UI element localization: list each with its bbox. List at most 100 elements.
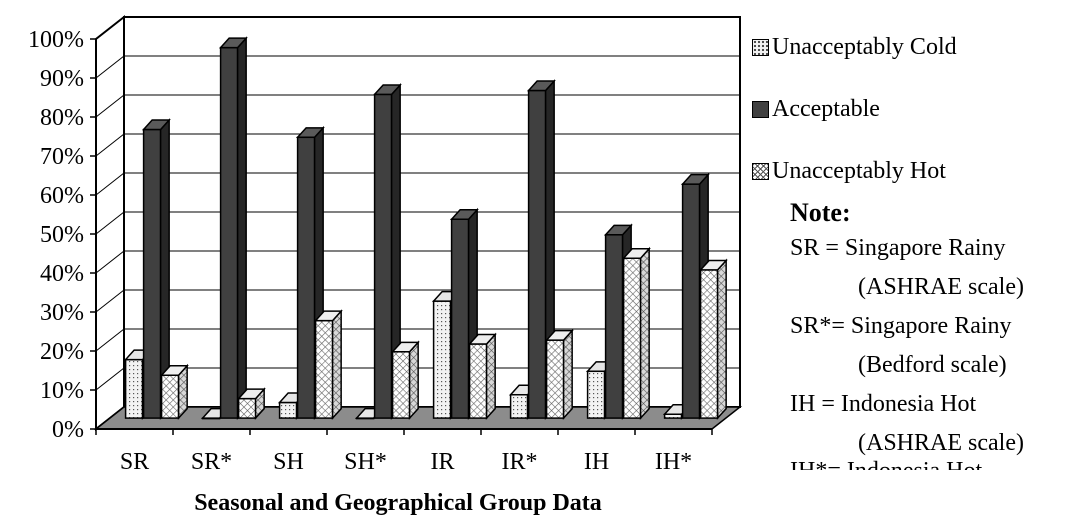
bar-acceptable-front bbox=[527, 89, 547, 419]
bar-acceptable-top bbox=[372, 84, 402, 96]
bar-acceptable-front bbox=[373, 93, 393, 419]
x-tick-label: IH* bbox=[655, 449, 692, 475]
legend-label-cold: Unacceptably Cold bbox=[772, 33, 957, 60]
bar-hot-top bbox=[698, 259, 728, 271]
y-tick-label: 0% bbox=[52, 417, 84, 443]
bar-acceptable bbox=[218, 36, 248, 421]
x-axis: SR SR* SH SH* IR IR* IH IH* bbox=[95, 428, 713, 475]
bar-acceptable-top bbox=[526, 80, 556, 92]
bar-hot-front bbox=[391, 351, 411, 419]
bar-acceptable-front bbox=[681, 183, 701, 419]
y-tick-label: 80% bbox=[40, 105, 84, 131]
note-line: IH = Indonesia Hot bbox=[790, 391, 977, 417]
legend-swatch-acceptable bbox=[752, 100, 769, 118]
note-line: (ASHRAE scale) bbox=[858, 274, 1024, 300]
bar-hot-top bbox=[159, 365, 189, 376]
bar-hot-front bbox=[160, 374, 180, 419]
x-tick-label: IR bbox=[431, 449, 455, 475]
bar-acceptable-front bbox=[296, 136, 316, 419]
bar-hot bbox=[467, 332, 497, 421]
bar-hot-front bbox=[237, 397, 257, 419]
bar-acceptable-top bbox=[295, 127, 325, 139]
gridline-side bbox=[95, 328, 125, 352]
note-line: IH*= Indonesia Hot bbox=[790, 456, 982, 470]
note-line: SR*= Singapore Rainy bbox=[790, 313, 1012, 339]
y-tick-label: 40% bbox=[40, 261, 84, 287]
x-tick-label: SH bbox=[273, 449, 304, 475]
note-line: (Bedford scale) bbox=[858, 352, 1007, 378]
bar-cold-front bbox=[586, 370, 606, 419]
bar-hot-front bbox=[699, 269, 719, 419]
bar-cold-front bbox=[432, 300, 452, 419]
bar-hot bbox=[621, 246, 651, 421]
y-tick-label: 70% bbox=[40, 144, 84, 170]
x-tick-label: SH* bbox=[344, 449, 387, 475]
legend-item-cold: Unacceptably Cold bbox=[752, 30, 957, 64]
gridline-side bbox=[95, 55, 125, 79]
y-tick-label: 60% bbox=[40, 183, 84, 209]
legend-swatch-hot bbox=[752, 162, 769, 180]
gridline-side bbox=[95, 367, 125, 391]
bar-hot bbox=[236, 387, 266, 421]
bar-hot bbox=[313, 309, 343, 421]
legend-item-acceptable: Acceptable bbox=[752, 92, 880, 126]
bar-hot-side bbox=[408, 340, 419, 421]
bars bbox=[123, 36, 728, 421]
y-tick-label: 100% bbox=[28, 27, 84, 53]
y-axis: 0% 10% 20% 30% 40% 50% 60% 70% 80% 90% 100% bbox=[28, 27, 97, 443]
note-title: Note: bbox=[790, 198, 851, 227]
bar-acceptable bbox=[141, 118, 171, 421]
note-box: Note: SR = Singapore Rainy (ASHRAE scale… bbox=[790, 198, 1083, 470]
y-tick-label: 10% bbox=[40, 378, 84, 404]
x-tick-label: IR* bbox=[502, 449, 538, 475]
bar-cold-front bbox=[509, 393, 529, 419]
bar-acceptable-front bbox=[219, 46, 239, 419]
x-tick-label: SR* bbox=[191, 449, 232, 475]
gridline-side bbox=[95, 172, 125, 196]
bar-cold-front bbox=[124, 358, 144, 419]
legend-swatch-cold bbox=[752, 38, 769, 56]
bar-acceptable-front bbox=[450, 218, 470, 419]
bar-acceptable bbox=[526, 79, 556, 421]
x-tick-label: IH bbox=[584, 449, 609, 475]
legend-item-hot: Unacceptably Hot bbox=[752, 154, 946, 188]
bar-acceptable-top bbox=[218, 37, 248, 49]
bar-hot-front bbox=[314, 319, 334, 419]
bar-acceptable-top bbox=[603, 224, 633, 236]
gridline-side bbox=[95, 250, 125, 274]
gridline-side bbox=[95, 211, 125, 235]
gridline-side bbox=[95, 289, 125, 313]
bar-hot-front bbox=[545, 339, 565, 419]
x-axis-title: Seasonal and Geographical Group Data bbox=[194, 490, 602, 516]
bar-cold-front bbox=[278, 401, 298, 419]
bar-hot bbox=[159, 363, 189, 421]
bar-acceptable-top bbox=[141, 119, 171, 131]
x-tick-label: SR bbox=[120, 449, 149, 475]
bar-acceptable-front bbox=[142, 128, 162, 419]
gridline-side bbox=[95, 94, 125, 118]
bar-hot bbox=[390, 340, 420, 421]
bar-acceptable bbox=[372, 83, 402, 421]
bar-hot-top bbox=[236, 388, 266, 400]
bar-hot-top bbox=[544, 329, 574, 341]
bar-hot-side bbox=[331, 309, 342, 421]
bar-acceptable-top bbox=[449, 209, 479, 220]
legend-label-hot: Unacceptably Hot bbox=[772, 157, 946, 184]
gridline-side bbox=[95, 133, 125, 157]
bar-hot-side bbox=[485, 332, 496, 421]
y-tick-label: 20% bbox=[40, 339, 84, 365]
bar-hot-top bbox=[467, 333, 497, 345]
bar-acceptable bbox=[680, 172, 710, 421]
note-line: SR = Singapore Rainy bbox=[790, 235, 1006, 261]
y-tick-label: 30% bbox=[40, 300, 84, 326]
y-tick-label: 90% bbox=[40, 66, 84, 92]
gridline-side bbox=[95, 16, 125, 40]
bar-hot bbox=[698, 258, 728, 421]
bar-hot-side bbox=[562, 328, 573, 421]
bar-acceptable-side bbox=[236, 36, 247, 421]
legend-label-acceptable: Acceptable bbox=[772, 95, 880, 122]
bar-hot-top bbox=[390, 341, 420, 353]
y-tick-label: 50% bbox=[40, 222, 84, 248]
bar-acceptable-top bbox=[680, 173, 710, 185]
